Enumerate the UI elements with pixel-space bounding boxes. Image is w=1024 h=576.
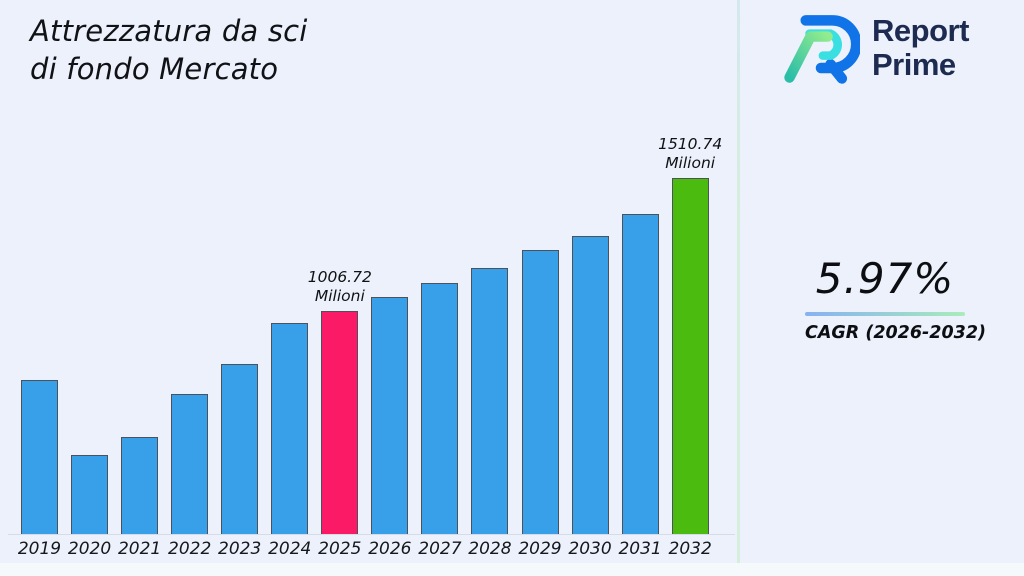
x-tick-2023: 2023 xyxy=(218,539,262,559)
cagr-label: CAGR (2026-2032) xyxy=(805,322,986,343)
chart-title-line2: di fondo Mercato xyxy=(30,52,279,87)
x-axis-line xyxy=(8,534,735,535)
report-prime-logo: Report Prime xyxy=(780,8,969,88)
value-label-2025: 1006.72 Milioni xyxy=(307,268,372,305)
bar-2032 xyxy=(671,178,709,534)
logo-text-line2: Prime xyxy=(872,47,956,82)
bar-2025 xyxy=(321,311,359,534)
value-label-2032: 1510.74 Milioni xyxy=(658,135,723,172)
x-tick-2029: 2029 xyxy=(518,539,562,559)
logo-text-line1: Report xyxy=(872,12,969,48)
bar-2021 xyxy=(121,437,159,534)
x-tick-2024: 2024 xyxy=(268,539,312,559)
x-tick-2019: 2019 xyxy=(17,539,62,559)
cagr-underline xyxy=(805,312,965,316)
x-tick-2027: 2027 xyxy=(418,539,462,559)
bar-2024 xyxy=(271,323,309,534)
bar-2023 xyxy=(221,364,259,534)
report-prime-logo-icon xyxy=(784,15,860,84)
x-tick-2025: 2025 xyxy=(318,539,362,559)
x-tick-2021: 2021 xyxy=(117,539,162,559)
chart-title-line1: Attrezzatura da sci xyxy=(30,14,308,48)
x-tick-2032: 2032 xyxy=(668,539,712,559)
x-tick-2028: 2028 xyxy=(468,539,512,559)
cagr-block: 5.97% CAGR (2026-2032) xyxy=(805,254,986,343)
x-tick-2022: 2022 xyxy=(168,539,212,559)
bottom-strip xyxy=(0,563,1024,576)
cagr-value: 5.97% xyxy=(815,254,955,303)
chart-title: Attrezzatura da sci di fondo Mercato xyxy=(30,12,308,89)
x-tick-2031: 2031 xyxy=(618,539,662,559)
bar-2027 xyxy=(421,283,459,534)
x-tick-2020: 2020 xyxy=(67,539,112,559)
bar-2031 xyxy=(621,214,659,534)
x-tick-2026: 2026 xyxy=(368,539,412,559)
bar-2019 xyxy=(21,380,58,534)
bar-2022 xyxy=(171,394,209,534)
bar-2030 xyxy=(571,236,609,534)
bar-2029 xyxy=(521,250,559,534)
bar-2026 xyxy=(371,297,409,534)
bar-2020 xyxy=(71,455,109,534)
report-prime-logo-text: Report Prime xyxy=(872,12,969,82)
bar-2028 xyxy=(471,268,509,534)
vertical-divider xyxy=(737,0,740,576)
x-tick-2030: 2030 xyxy=(568,539,612,559)
